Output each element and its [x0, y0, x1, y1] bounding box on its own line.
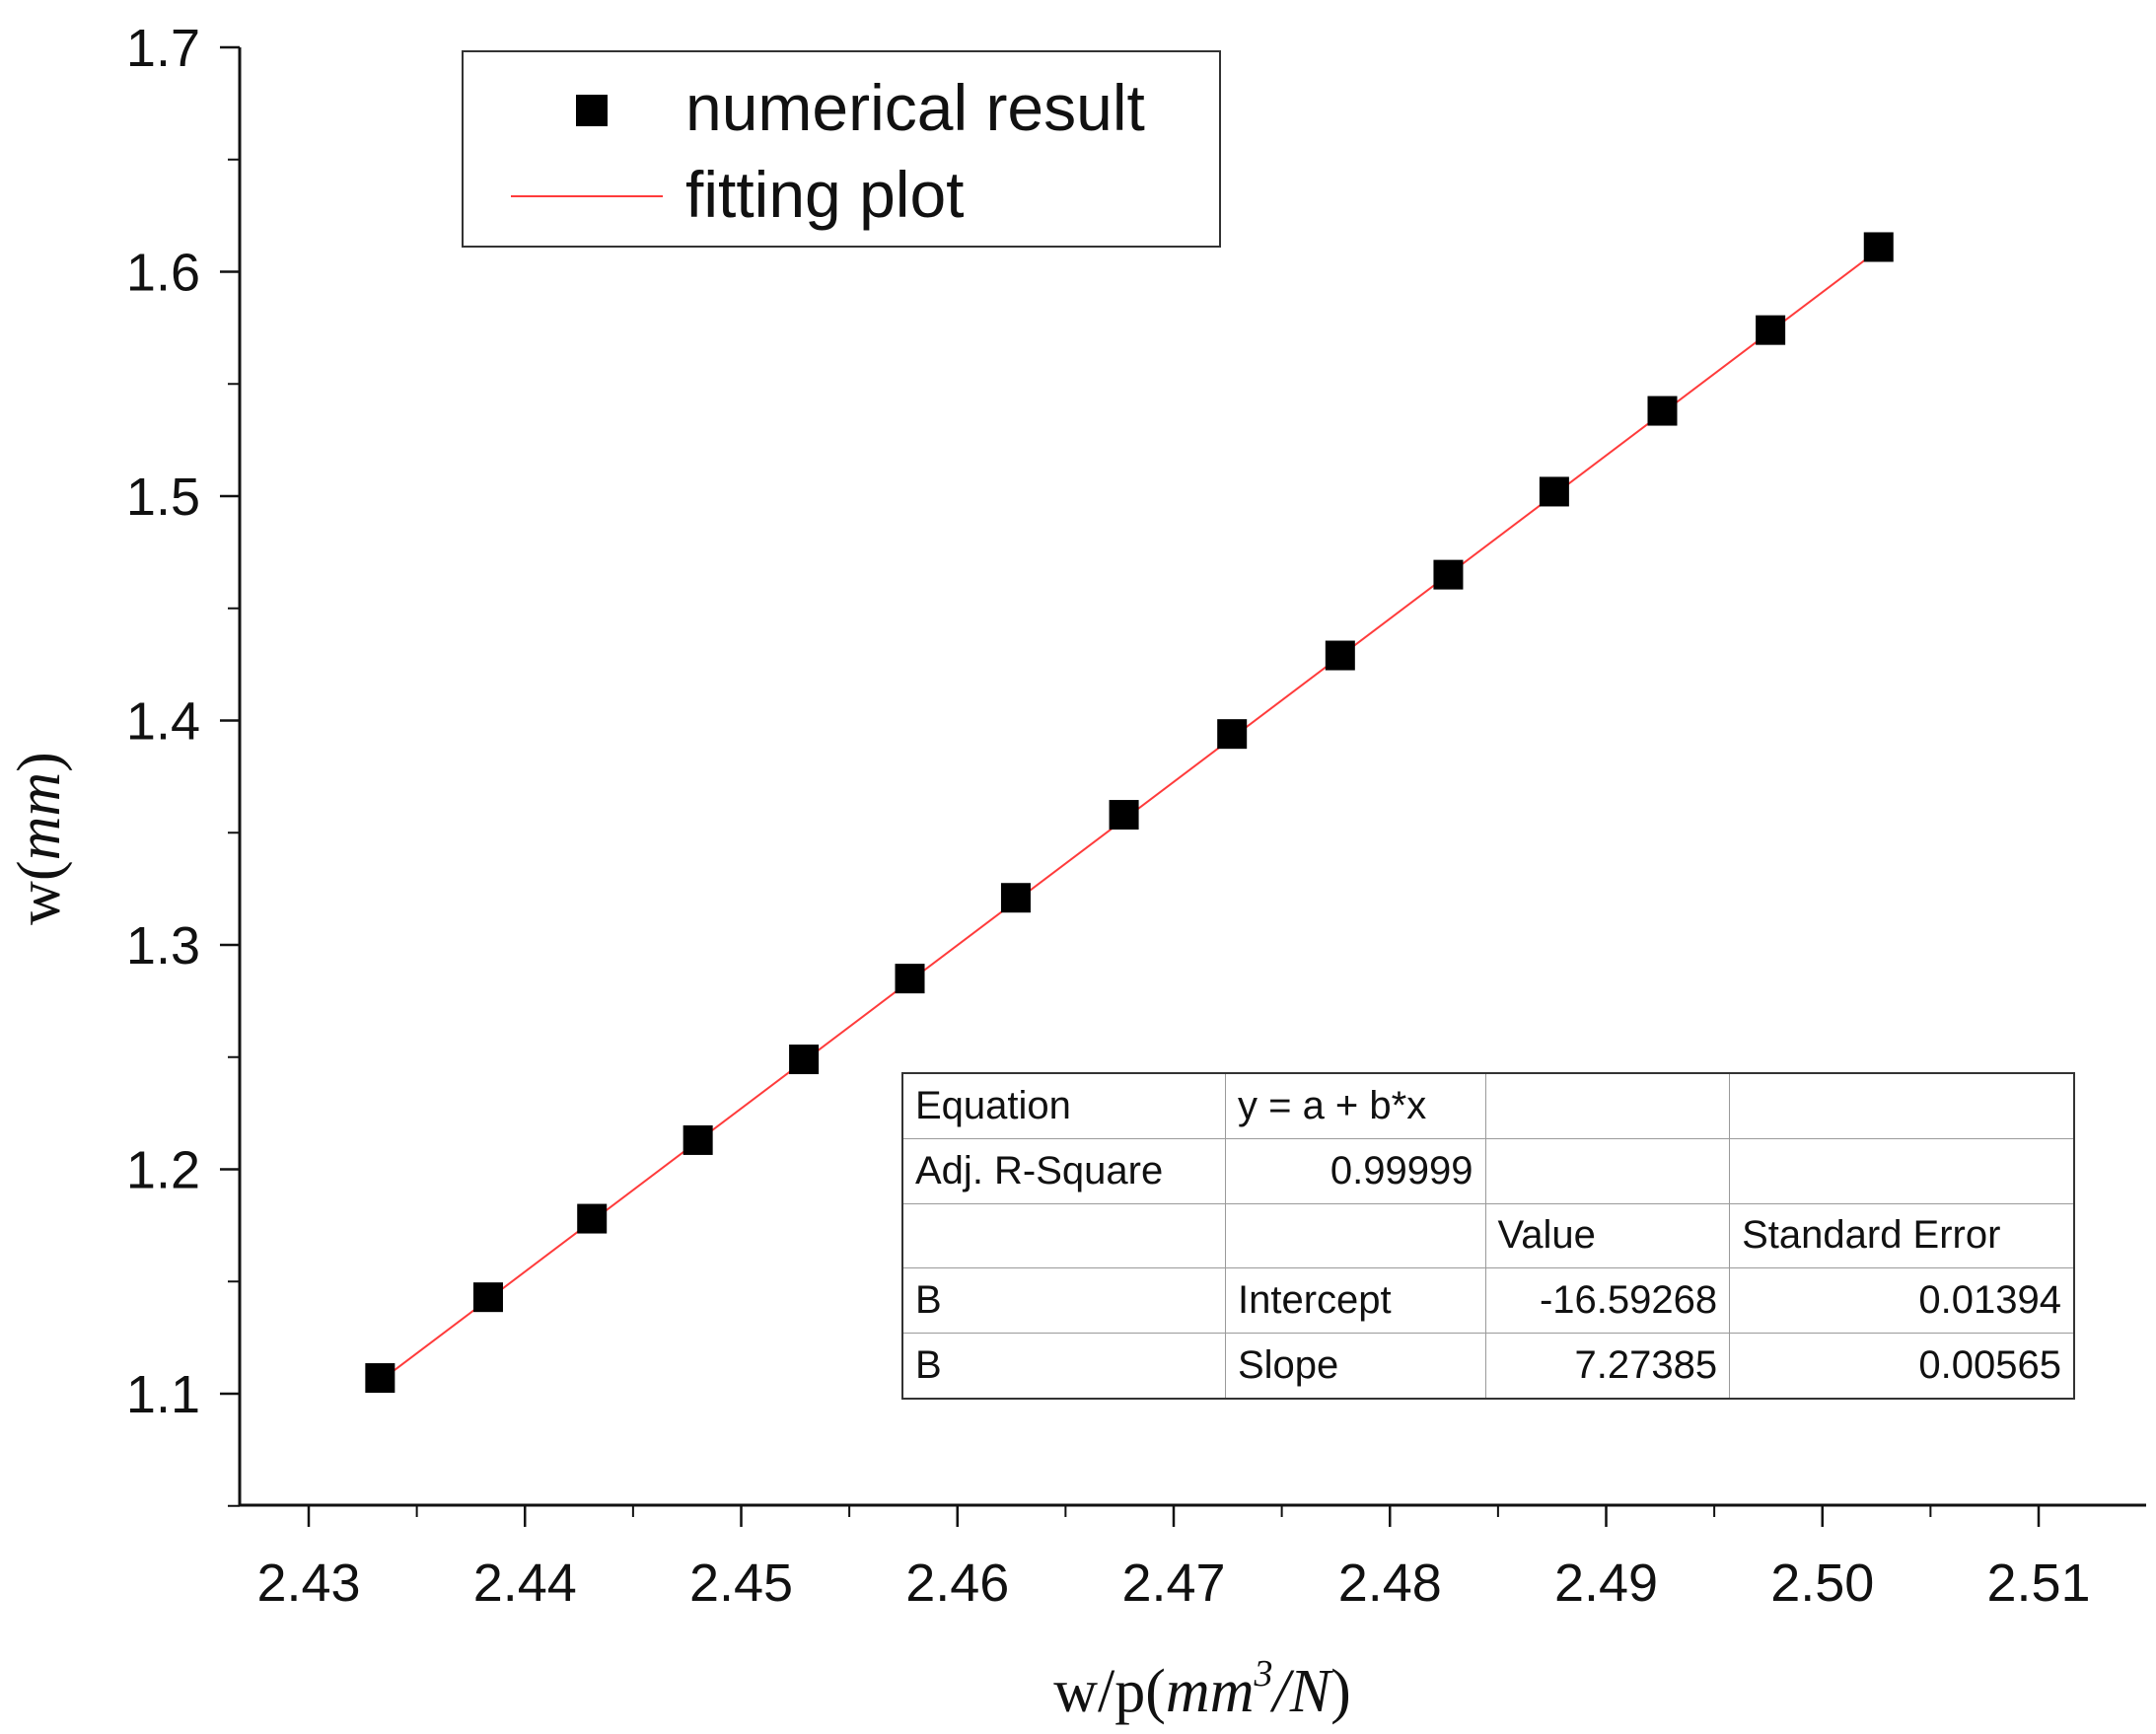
data-point	[1000, 883, 1031, 913]
data-point	[1539, 476, 1569, 507]
data-point	[789, 1045, 820, 1075]
x-tick-label: 2.46	[905, 1553, 1009, 1613]
table-cell: Standard Error	[1729, 1202, 2075, 1269]
x-tick-label: 2.48	[1338, 1553, 1442, 1613]
data-point	[577, 1203, 608, 1234]
legend-box	[462, 50, 1221, 248]
table-row: B Intercept -16.59268 0.01394	[901, 1267, 2075, 1335]
y-tick-label: 1.2	[126, 1141, 200, 1200]
table-cell: 0.00565	[1729, 1333, 2075, 1400]
x-axis-title-sup: 3	[1253, 1653, 1272, 1695]
y-axis-title-prefix: w(	[6, 860, 73, 924]
y-tick-label: 1.4	[126, 692, 200, 752]
table-row: Value Standard Error	[901, 1202, 2075, 1269]
x-axis-title-unit: mm	[1166, 1658, 1255, 1725]
y-tick-label: 1.1	[126, 1365, 200, 1424]
y-tick-label: 1.5	[126, 468, 200, 527]
y-axis-title-suffix: )	[6, 752, 73, 772]
axes	[238, 47, 2146, 1507]
table-cell: Intercept	[1224, 1267, 1486, 1335]
data-point	[1325, 640, 1355, 671]
x-tick-label: 2.51	[1986, 1553, 2090, 1613]
x-tick-label: 2.49	[1554, 1553, 1658, 1613]
table-cell: Adj. R-Square	[901, 1137, 1226, 1204]
table-cell	[901, 1202, 1226, 1269]
x-tick-label: 2.43	[256, 1553, 360, 1613]
table-cell: B	[901, 1333, 1226, 1400]
data-point	[472, 1282, 503, 1313]
table-cell: -16.59268	[1484, 1267, 1731, 1335]
x-axis-title-suffix: )	[1330, 1658, 1351, 1725]
data-point	[1109, 800, 1139, 831]
table-cell: 0.01394	[1729, 1267, 2075, 1335]
legend-marker-numerical-result	[576, 95, 608, 126]
data-point	[683, 1124, 713, 1155]
x-axis-title-unit2: /N	[1269, 1658, 1333, 1725]
fit-statistics-table: Equation y = a + b*x Adj. R-Square 0.999…	[901, 1072, 2075, 1400]
data-point	[1756, 315, 1786, 345]
data-point	[895, 964, 925, 994]
table-cell: 7.27385	[1484, 1333, 1731, 1400]
data-point	[365, 1363, 395, 1394]
x-axis-title-prefix: w/p(	[1053, 1658, 1166, 1725]
y-tick-label: 1.3	[126, 916, 200, 975]
table-cell	[1484, 1072, 1731, 1139]
table-row: Adj. R-Square 0.99999	[901, 1137, 2075, 1204]
table-row: Equation y = a + b*x	[901, 1072, 2075, 1139]
legend: numerical result fitting plot	[462, 50, 1221, 248]
x-axis-title: w/p(mm3/N)	[1053, 1653, 1350, 1725]
x-tick-label: 2.47	[1121, 1553, 1225, 1613]
data-point	[1217, 719, 1248, 750]
data-point	[1647, 396, 1678, 426]
table-row: B Slope 7.27385 0.00565	[901, 1333, 2075, 1400]
x-tick-label: 2.45	[689, 1553, 793, 1613]
x-tick-label: 2.44	[473, 1553, 577, 1613]
data-point	[1863, 232, 1894, 262]
table-cell: Equation	[901, 1072, 1226, 1139]
data-point	[1433, 559, 1464, 590]
y-tick-label: 1.7	[126, 19, 200, 78]
plot-series	[365, 232, 1894, 1394]
table-cell	[1729, 1137, 2075, 1204]
table-cell: B	[901, 1267, 1226, 1335]
table-cell	[1484, 1137, 1731, 1204]
legend-label-numerical-result: numerical result	[685, 71, 1145, 144]
y-axis-title-unit: mm	[6, 772, 73, 861]
table-cell: Slope	[1224, 1333, 1486, 1400]
table-cell	[1224, 1202, 1486, 1269]
ticks: 2.43 2.44 2.45 2.46 2.47 2.48 2.49 2.50 2.51 1.1 1…	[126, 19, 2091, 1613]
x-tick-label: 2.50	[1770, 1553, 1874, 1613]
legend-label-fitting-plot: fitting plot	[685, 158, 965, 231]
table-cell	[1729, 1072, 2075, 1139]
table-cell: y = a + b*x	[1224, 1072, 1486, 1139]
table-cell: 0.99999	[1224, 1137, 1486, 1204]
y-tick-label: 1.6	[126, 244, 200, 303]
y-axis-title: w(mm)	[6, 752, 73, 925]
table-cell: Value	[1484, 1202, 1731, 1269]
